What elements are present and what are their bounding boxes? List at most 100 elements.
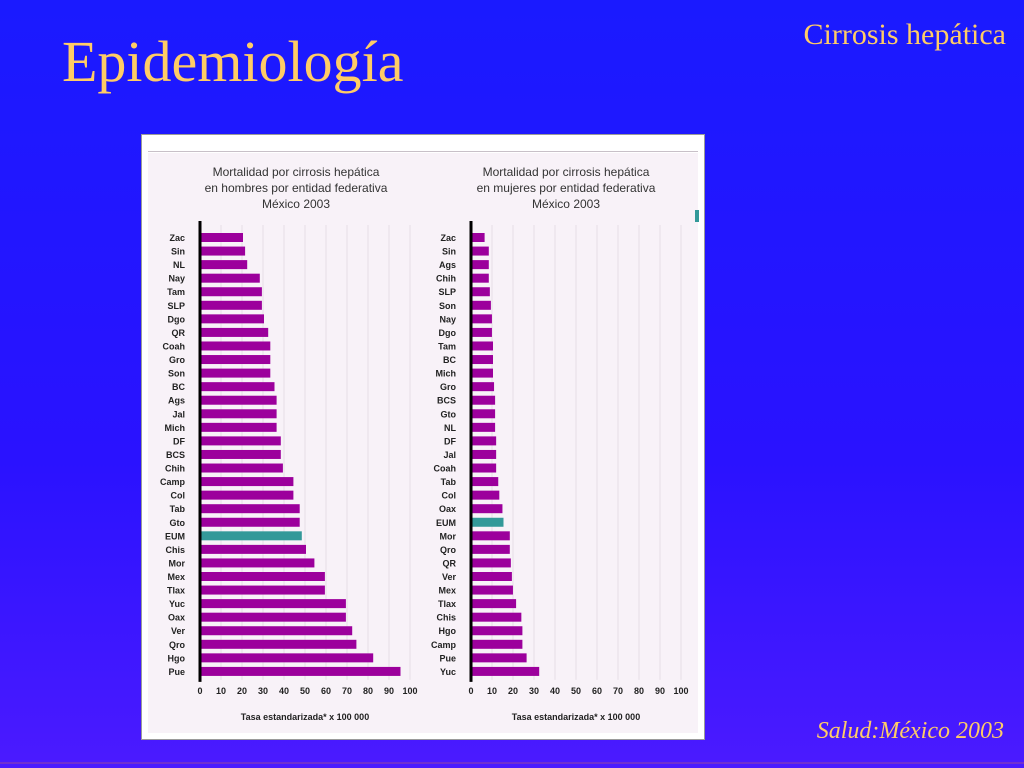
bar [201, 585, 325, 595]
bar [201, 572, 325, 581]
category-label: Coah [434, 464, 457, 474]
category-label: Dgo [168, 314, 186, 324]
tick-label: 60 [321, 686, 331, 696]
tick-label: 40 [279, 686, 289, 696]
tick-label: 90 [655, 686, 665, 696]
bar [472, 599, 517, 609]
tick-label: 100 [673, 686, 688, 696]
bar [201, 626, 353, 636]
bar [472, 558, 511, 568]
category-label: Camp [160, 477, 186, 487]
category-label: Qro [440, 545, 457, 555]
category-label: Ver [171, 626, 186, 636]
bar [472, 666, 540, 676]
bar [201, 260, 248, 270]
bar [472, 517, 504, 527]
tick-label: 70 [342, 686, 352, 696]
category-label: Sin [442, 247, 456, 257]
bar [472, 422, 496, 432]
category-label: Mex [167, 572, 185, 582]
x-axis-label: Tasa estandarizada* x 100 000 [241, 712, 369, 722]
tick-label: 50 [571, 686, 581, 696]
bottom-rule [0, 762, 1024, 764]
bar [201, 368, 271, 378]
category-label: Gro [440, 382, 457, 392]
category-label: SLP [167, 301, 185, 311]
category-label: Chis [165, 545, 185, 555]
category-label: Coah [163, 341, 186, 351]
bar [201, 273, 260, 283]
bar [201, 599, 346, 609]
category-label: Tam [167, 287, 185, 297]
scroll-marker [695, 210, 699, 222]
tick-label: 0 [468, 686, 473, 696]
bar [472, 368, 493, 378]
bar [201, 463, 283, 473]
bar [201, 436, 281, 446]
bar [201, 653, 374, 663]
bar [201, 246, 246, 256]
bar [201, 612, 346, 622]
bar [472, 395, 496, 405]
category-label: NL [173, 260, 185, 270]
bar [201, 490, 294, 500]
bar [201, 300, 262, 310]
category-label: Ver [442, 572, 457, 582]
bar [472, 341, 493, 351]
tick-label: 50 [300, 686, 310, 696]
bar [472, 355, 493, 365]
bar [472, 382, 495, 392]
bar [472, 585, 513, 595]
category-label: Zac [169, 233, 185, 243]
bar [472, 572, 512, 581]
chart-title-line: México 2003 [262, 197, 330, 211]
figure-border-line [148, 151, 698, 152]
bar [201, 504, 300, 514]
category-label: Ags [439, 260, 456, 270]
category-label: Ags [168, 396, 185, 406]
category-label: Yuc [169, 599, 185, 609]
tick-label: 10 [216, 686, 226, 696]
bar [201, 639, 357, 649]
category-label: Tam [438, 341, 456, 351]
tick-label: 80 [363, 686, 373, 696]
chart-title-line: Mortalidad por cirrosis hepática [483, 165, 650, 179]
category-label: Son [168, 369, 185, 379]
tick-label: 10 [487, 686, 497, 696]
bar [472, 544, 510, 554]
bar [201, 666, 401, 676]
category-label: NL [444, 423, 456, 433]
bar [472, 531, 510, 541]
category-label: Pue [168, 667, 185, 677]
category-label: Col [442, 491, 457, 501]
category-label: Jal [172, 409, 185, 419]
bar [201, 341, 271, 351]
category-label: Qro [169, 640, 186, 650]
bar [201, 517, 300, 527]
bar [201, 558, 315, 568]
bar [201, 449, 281, 459]
bar [201, 355, 271, 365]
bar [472, 273, 489, 283]
bar [472, 612, 522, 622]
bar [472, 463, 497, 473]
bar [472, 490, 500, 500]
category-label: Mich [435, 369, 456, 379]
chart-title-line: Mortalidad por cirrosis hepática [213, 165, 380, 179]
category-label: Chih [436, 274, 456, 284]
bar [201, 477, 294, 487]
category-label: Yuc [440, 667, 456, 677]
category-label: BC [172, 382, 185, 392]
bar [472, 449, 497, 459]
category-label: Oax [168, 613, 185, 623]
category-label: Tab [170, 504, 186, 514]
category-label: Hgo [439, 626, 457, 636]
category-label: BCS [166, 450, 185, 460]
category-label: Hgo [168, 653, 186, 663]
bar [201, 531, 302, 541]
category-label: Sin [171, 247, 185, 257]
category-label: Tlax [167, 586, 185, 596]
bar [201, 287, 262, 297]
bar [472, 504, 503, 514]
category-label: Oax [439, 504, 456, 514]
